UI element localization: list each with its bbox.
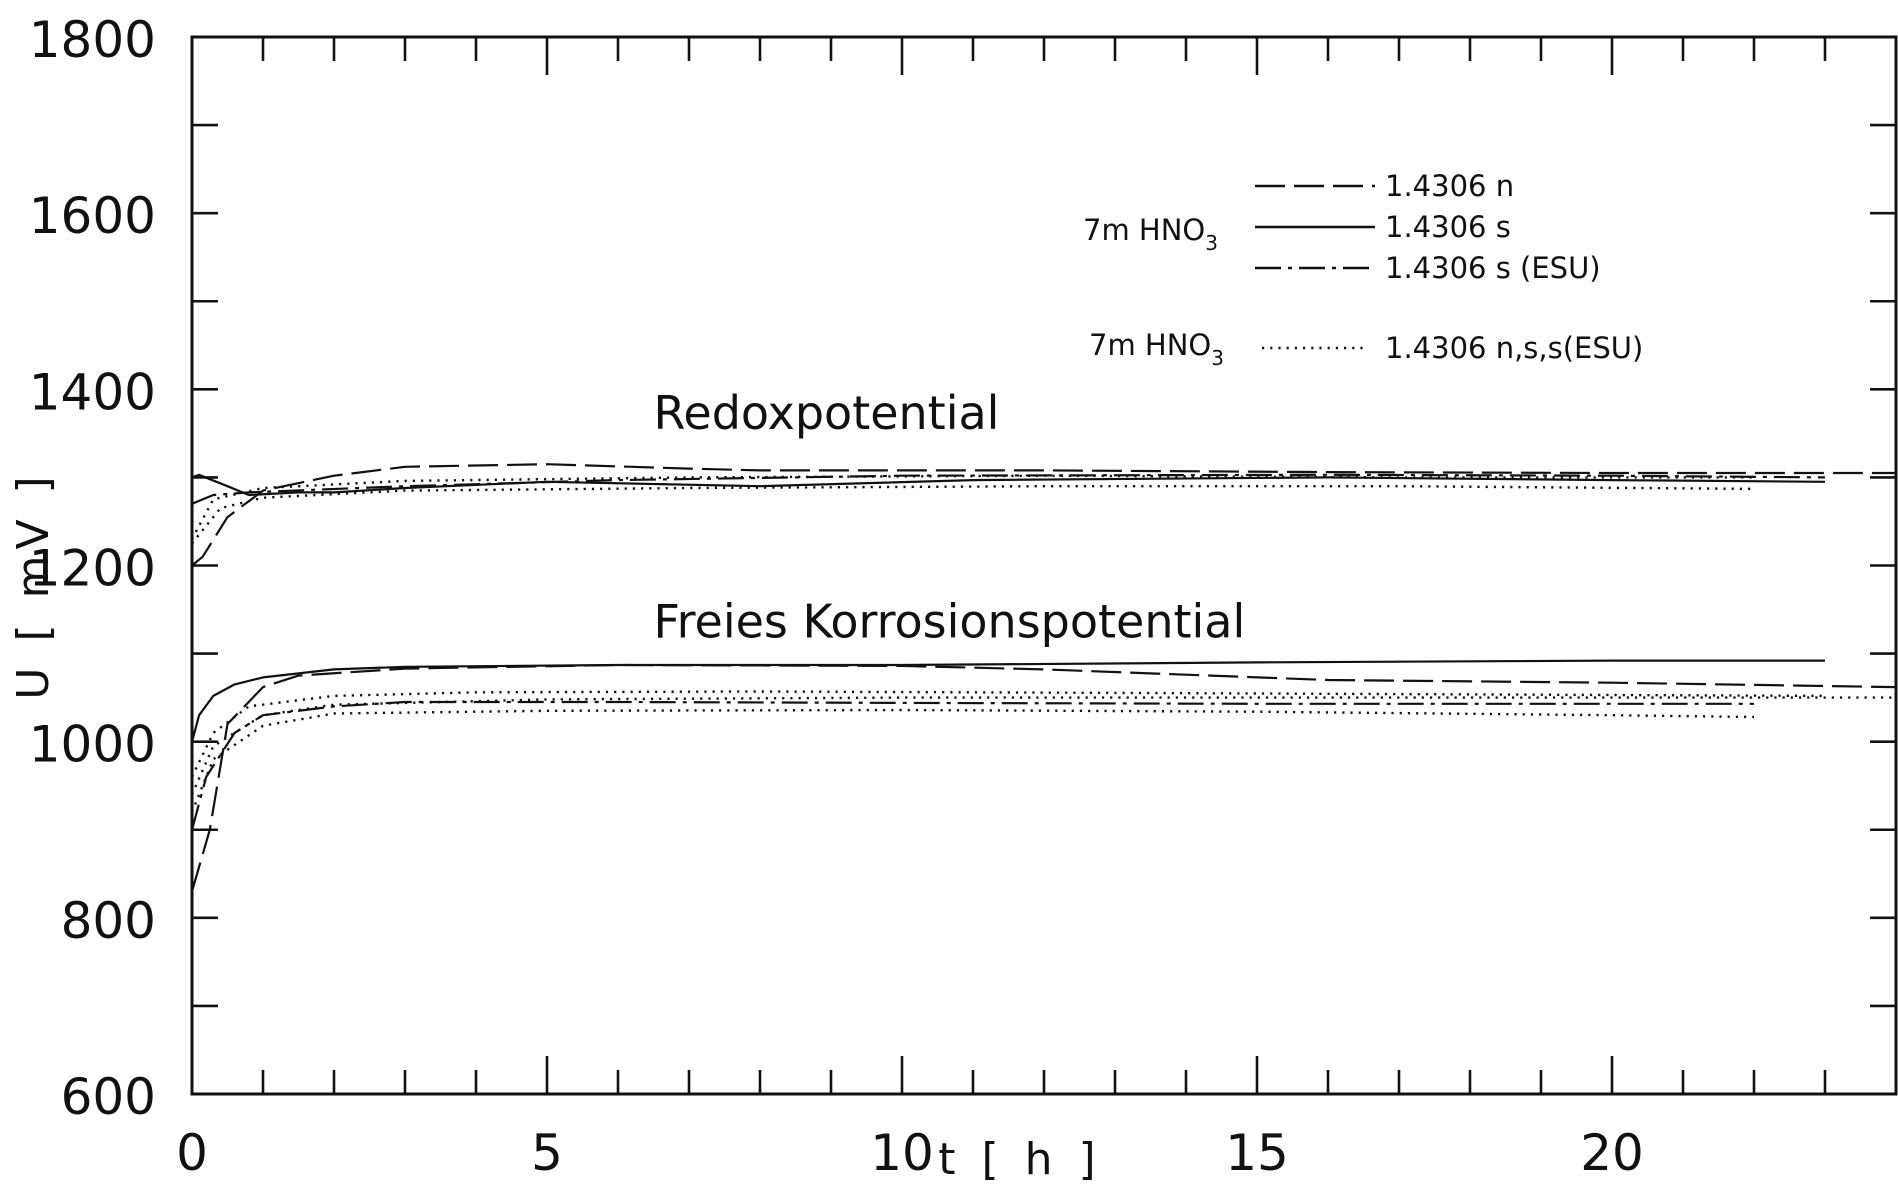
series-line-dotted-10: [190, 696, 1896, 795]
y-tick-label: 1000: [29, 716, 156, 774]
legend: 7m HNO3 1.4306 n 1.4306 s 1.4306 s (ESU)…: [1083, 169, 1643, 370]
series-line-dotted-11: [190, 708, 1755, 813]
ticks: [190, 35, 1898, 1096]
x-tick-label: 15: [1225, 1124, 1289, 1182]
legend-label-1-4306-n: 1.4306 n: [1385, 169, 1514, 203]
x-axis-title: t [ h ]: [938, 1134, 1101, 1185]
y-tick-label: 1400: [29, 363, 156, 421]
annotation-freies-korrosionspotential: Freies Korrosionspotential: [654, 595, 1246, 649]
series-line-dotted-5: [191, 485, 1755, 545]
legend-label-1-4306-s: 1.4306 s: [1385, 210, 1511, 244]
annotation-redoxpotential: Redoxpotential: [654, 386, 1000, 440]
y-tick-label: 1600: [29, 187, 156, 245]
y-tick-label: 600: [61, 1068, 156, 1126]
legend-group-1-label: 7m HNO3: [1083, 213, 1218, 255]
series-line-solid-7: [190, 659, 1825, 742]
series-line-dashdot-3: [191, 473, 1826, 505]
x-tick-label: 5: [531, 1124, 563, 1182]
x-tick-label: 10: [870, 1124, 934, 1182]
series-line-dashed-1: [191, 463, 1896, 567]
legend-group-2-label: 7m HNO3: [1089, 328, 1224, 370]
series-line-solid-2: [191, 473, 1826, 497]
y-axis-title: U [ mV ]: [8, 470, 59, 699]
x-tick-label: 0: [176, 1124, 208, 1182]
legend-label-1-4306-s-esu: 1.4306 s (ESU): [1385, 251, 1601, 285]
y-tick-label: 1800: [29, 11, 156, 69]
y-tick-label: 1200: [29, 540, 156, 598]
tick-labels: 0 5 10 15 20 600 800 1000 1200 1400 1600 1800: [29, 11, 1644, 1182]
series-line-dotted-4: [190, 474, 1754, 540]
series-line-dashdot-8: [190, 700, 1754, 831]
plot-frame: [190, 35, 1898, 1096]
series-line-dotted-9: [190, 690, 1826, 778]
legend-label-1-4306-n-s-s-esu: 1.4306 n,s,s(ESU): [1385, 331, 1643, 365]
series-line-dashed-6: [190, 663, 1897, 892]
y-tick-label: 800: [61, 892, 156, 950]
x-tick-label: 20: [1580, 1124, 1644, 1182]
series-layer: [190, 463, 1897, 892]
